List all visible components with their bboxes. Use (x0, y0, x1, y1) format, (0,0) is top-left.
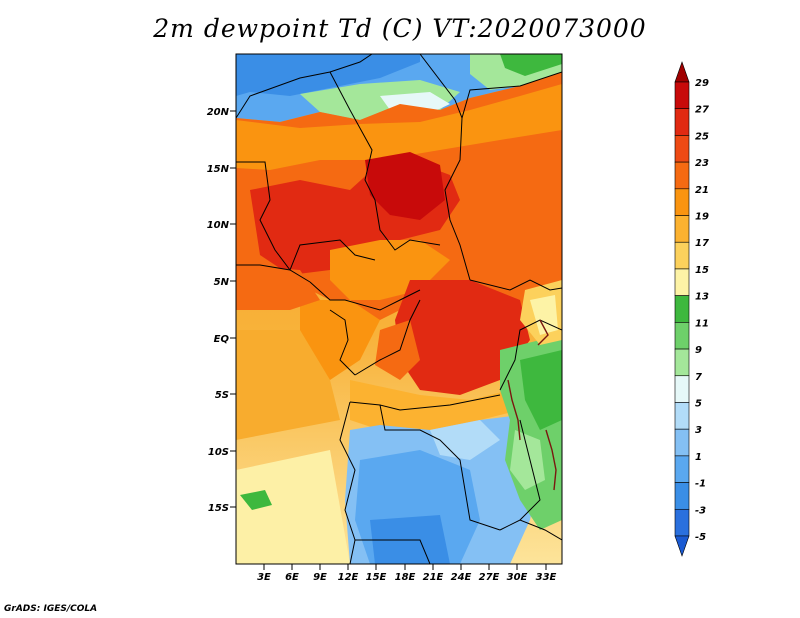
lat-label: 15S (208, 503, 229, 514)
lat-label: 10N (207, 220, 230, 231)
colorbar-swatch (674, 61, 690, 83)
colorbar-label: 25 (695, 131, 709, 142)
colorbar-label: 27 (695, 105, 709, 116)
colorbar-swatch (674, 295, 690, 323)
lat-label: 5N (214, 277, 230, 288)
colorbar-swatch (674, 508, 690, 537)
colorbar-label: -1 (695, 479, 706, 490)
lon-label: 27E (479, 572, 500, 583)
colorbar-label: 5 (695, 398, 702, 409)
lat-label: 5S (215, 390, 229, 401)
colorbar-label: -5 (695, 532, 706, 543)
lakes-outline (507, 319, 557, 491)
colorbar-swatch (674, 215, 690, 243)
colorbar-swatch (674, 375, 690, 403)
colorbar-label: 7 (695, 372, 702, 383)
lat-label: 20N (207, 107, 230, 118)
lon-label: 24E (451, 572, 472, 583)
map-title: 2m dewpoint Td (C) VT:2020073000 (153, 14, 647, 43)
colorbar-swatch (674, 535, 690, 557)
colorbar-swatch (674, 455, 690, 483)
colorbar: 29 27 25 23 21 19 17 15 13 11 9 7 5 3 1 -1 -3 -5 (674, 61, 709, 557)
colorbar-swatch (674, 322, 690, 350)
lon-label: 21E (423, 572, 444, 583)
colorbar-swatch (674, 428, 690, 457)
colorbar-label: 23 (695, 158, 709, 169)
colorbar-label: 17 (695, 238, 709, 249)
colorbar-swatch (674, 161, 690, 190)
colorbar-label: 29 (695, 78, 709, 89)
lon-label: 15E (366, 572, 387, 583)
colorbar-swatch (674, 268, 690, 296)
colorbar-label: 13 (695, 292, 709, 303)
lon-label: 3E (257, 572, 271, 583)
colorbar-label: 19 (695, 212, 709, 223)
colorbar-swatch (674, 348, 690, 377)
colorbar-label: 1 (695, 452, 702, 463)
grads-credit: GrADS: IGES/COLA (4, 604, 98, 614)
lon-label: 12E (338, 572, 359, 583)
lat-label: 15N (207, 164, 230, 175)
colorbar-label: 3 (695, 425, 702, 436)
colorbar-label: 15 (695, 265, 709, 276)
colorbar-swatch (674, 81, 690, 110)
map-frame (235, 53, 563, 565)
colorbar-swatch (674, 402, 690, 430)
lat-label: EQ (214, 334, 230, 345)
colorbar-label: 9 (695, 345, 702, 356)
lon-label: 9E (313, 572, 327, 583)
lon-label: 30E (507, 572, 528, 583)
colorbar-swatch (674, 188, 690, 216)
lon-label: 18E (395, 572, 416, 583)
colorbar-swatch (674, 241, 690, 270)
colorbar-label: 21 (695, 185, 709, 196)
colorbar-label: 11 (695, 318, 709, 329)
dewpoint-field (236, 54, 562, 564)
colorbar-label: -3 (695, 505, 706, 516)
lat-label: 10S (208, 447, 229, 458)
lon-label: 33E (536, 572, 557, 583)
colorbar-swatch (674, 108, 690, 136)
country-borders (236, 54, 562, 564)
lon-label: 6E (285, 572, 299, 583)
colorbar-swatch (674, 135, 690, 163)
colorbar-swatch (674, 482, 690, 510)
